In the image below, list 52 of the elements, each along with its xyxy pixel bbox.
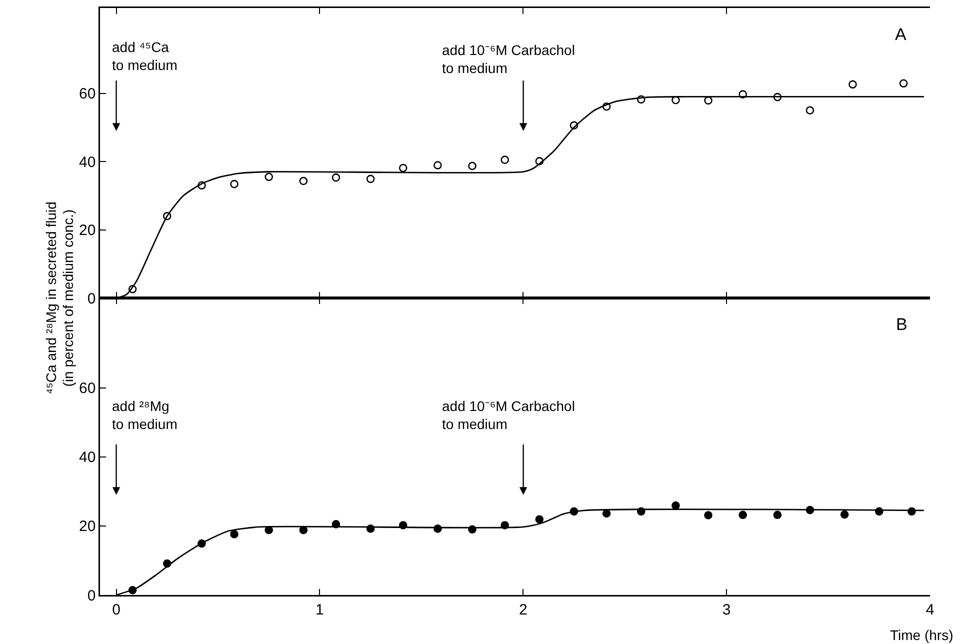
point — [535, 515, 544, 524]
annotation: B — [896, 315, 908, 334]
annotation: add ⁴⁵Ca to medium — [112, 39, 178, 74]
point — [738, 510, 747, 520]
point — [434, 161, 442, 170]
point — [840, 510, 849, 519]
y-tick-label: 20 — [79, 518, 96, 536]
point — [398, 164, 408, 172]
x-tick-label: 1 — [316, 601, 324, 618]
y-tick-label: 0 — [87, 290, 96, 308]
point — [636, 95, 646, 104]
point — [230, 180, 238, 188]
point — [162, 212, 172, 220]
y-tick-label: 40 — [79, 154, 96, 171]
y-tick-label: 60 — [79, 380, 96, 398]
y-tick-label: 40 — [79, 449, 96, 466]
point — [535, 157, 544, 166]
point — [299, 176, 308, 186]
x-tick-label: 2 — [518, 601, 528, 618]
point — [773, 92, 782, 102]
point — [704, 96, 712, 105]
y-axis-title: ⁴⁵Ca and ²⁸Mg in secreted fluid (in percent of medium conc.) — [43, 202, 77, 394]
y-tick-label: 0 — [87, 587, 96, 604]
annotation: add ²⁸Mg to medium — [112, 398, 178, 432]
point — [738, 90, 747, 98]
point — [500, 156, 509, 164]
point — [848, 80, 857, 89]
point — [602, 102, 611, 111]
point — [899, 79, 908, 88]
point — [704, 511, 712, 520]
point — [128, 284, 137, 294]
x-tick-label: 0 — [112, 601, 120, 618]
y-tick-label: 60 — [79, 86, 96, 103]
point — [468, 162, 476, 170]
point — [570, 121, 578, 130]
point — [773, 510, 782, 520]
annotation: add 10⁻⁶M Carbachol to medium — [442, 398, 575, 432]
x-tick-label: 3 — [722, 601, 731, 618]
point — [672, 96, 680, 104]
point — [672, 501, 680, 510]
y-tick-label: 20 — [79, 222, 96, 240]
point — [602, 509, 611, 518]
annotation: A — [895, 25, 907, 44]
point — [198, 181, 206, 190]
point — [230, 530, 238, 538]
x-tick-label: 4 — [926, 601, 934, 618]
point — [366, 174, 375, 184]
point — [332, 173, 340, 182]
point — [806, 106, 814, 114]
x-axis-title: Time (hrs) — [890, 627, 954, 643]
annotation: add 10⁻⁶M Carbachol to medium — [442, 42, 575, 76]
point — [264, 172, 273, 182]
